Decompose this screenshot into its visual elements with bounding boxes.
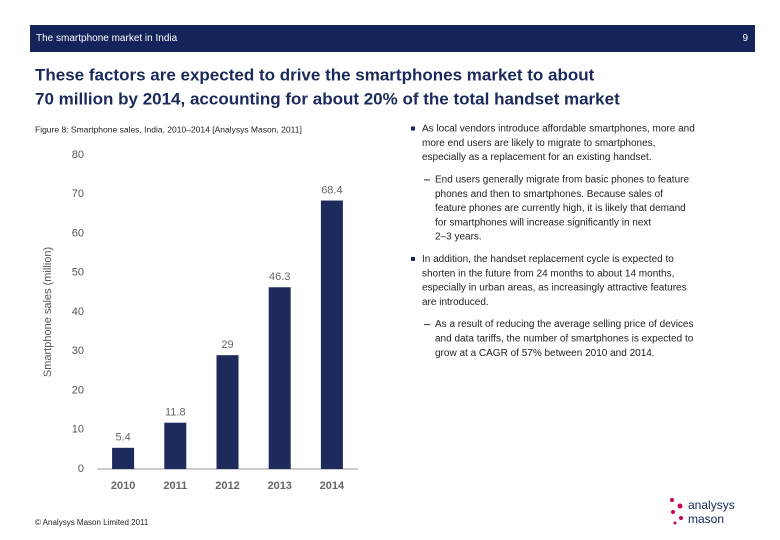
y-tick-label: 70 xyxy=(72,188,84,200)
bullet-text: grow at a CAGR of 57% between 2010 and 2… xyxy=(435,348,655,359)
logo-text: mason xyxy=(688,512,724,526)
bullet-text: As a result of reducing the average sell… xyxy=(435,319,693,330)
logo-dot xyxy=(677,503,683,509)
x-tick-label: 2012 xyxy=(215,480,239,492)
bullet-text: 2–3 years. xyxy=(435,232,482,243)
bullet-text: shorten in the future from 24 months to … xyxy=(422,268,674,279)
slide-title: 70 million by 2014, accounting for about… xyxy=(35,89,620,108)
bar xyxy=(164,422,187,469)
slide-title: These factors are expected to drive the … xyxy=(35,65,595,84)
value-label: 29 xyxy=(221,339,233,351)
value-label: 46.3 xyxy=(269,271,290,283)
x-tick-label: 2010 xyxy=(111,480,135,492)
logo-dot xyxy=(670,498,674,502)
bar xyxy=(320,200,343,469)
bullet xyxy=(411,126,415,131)
bar xyxy=(112,447,135,469)
y-tick-label: 40 xyxy=(72,306,84,318)
value-label: 68.4 xyxy=(321,184,342,196)
bullet-text: In addition, the handset replacement cyc… xyxy=(422,254,674,265)
bullet-text: more end users are likely to migrate to … xyxy=(422,138,655,149)
chart-title: Figure 8: Smartphone sales, India, 2010–… xyxy=(35,124,302,134)
bullet-text: for smartphones will increase significan… xyxy=(435,217,651,228)
logo-dot xyxy=(673,521,677,525)
value-label: 5.4 xyxy=(115,432,130,444)
header-title: The smartphone market in India xyxy=(36,33,178,44)
y-tick-label: 10 xyxy=(72,424,84,436)
bullet-text: feature phones are currently high, it is… xyxy=(435,203,686,214)
y-axis-label: Smartphone sales (million) xyxy=(42,247,54,377)
page-number: 9 xyxy=(742,33,748,44)
bullet xyxy=(411,256,415,261)
x-tick-label: 2013 xyxy=(267,480,291,492)
y-tick-label: 30 xyxy=(72,345,84,357)
value-label: 11.8 xyxy=(165,407,186,419)
bullet-text: especially as a replacement for an exist… xyxy=(422,152,652,163)
y-tick-label: 0 xyxy=(78,463,84,475)
logo-dot xyxy=(671,510,675,514)
x-tick-label: 2014 xyxy=(320,480,345,492)
header-bar xyxy=(30,25,755,52)
bar xyxy=(216,355,239,469)
y-tick-label: 80 xyxy=(72,149,84,161)
logo-text: analysys xyxy=(688,498,735,512)
y-tick-label: 50 xyxy=(72,267,84,279)
bullet-text: are introduced. xyxy=(422,297,489,308)
bullet-text: especially in urban areas, as increasing… xyxy=(422,283,687,294)
logo-dot xyxy=(679,516,683,520)
logo: analysys mason xyxy=(670,498,735,526)
bullet-text: phones and then to smartphones. Because … xyxy=(435,189,663,200)
y-tick-label: 60 xyxy=(72,227,84,239)
x-tick-label: 2011 xyxy=(163,480,187,492)
footer: © Analysys Mason Limited 2011 xyxy=(35,518,149,527)
y-tick-label: 20 xyxy=(72,384,84,396)
bullet-text: End users generally migrate from basic p… xyxy=(435,175,689,186)
bullet-text: and data tariffs, the number of smartpho… xyxy=(435,334,694,345)
bullet-text: As local vendors introduce affordable sm… xyxy=(422,124,695,135)
bar xyxy=(268,287,291,469)
